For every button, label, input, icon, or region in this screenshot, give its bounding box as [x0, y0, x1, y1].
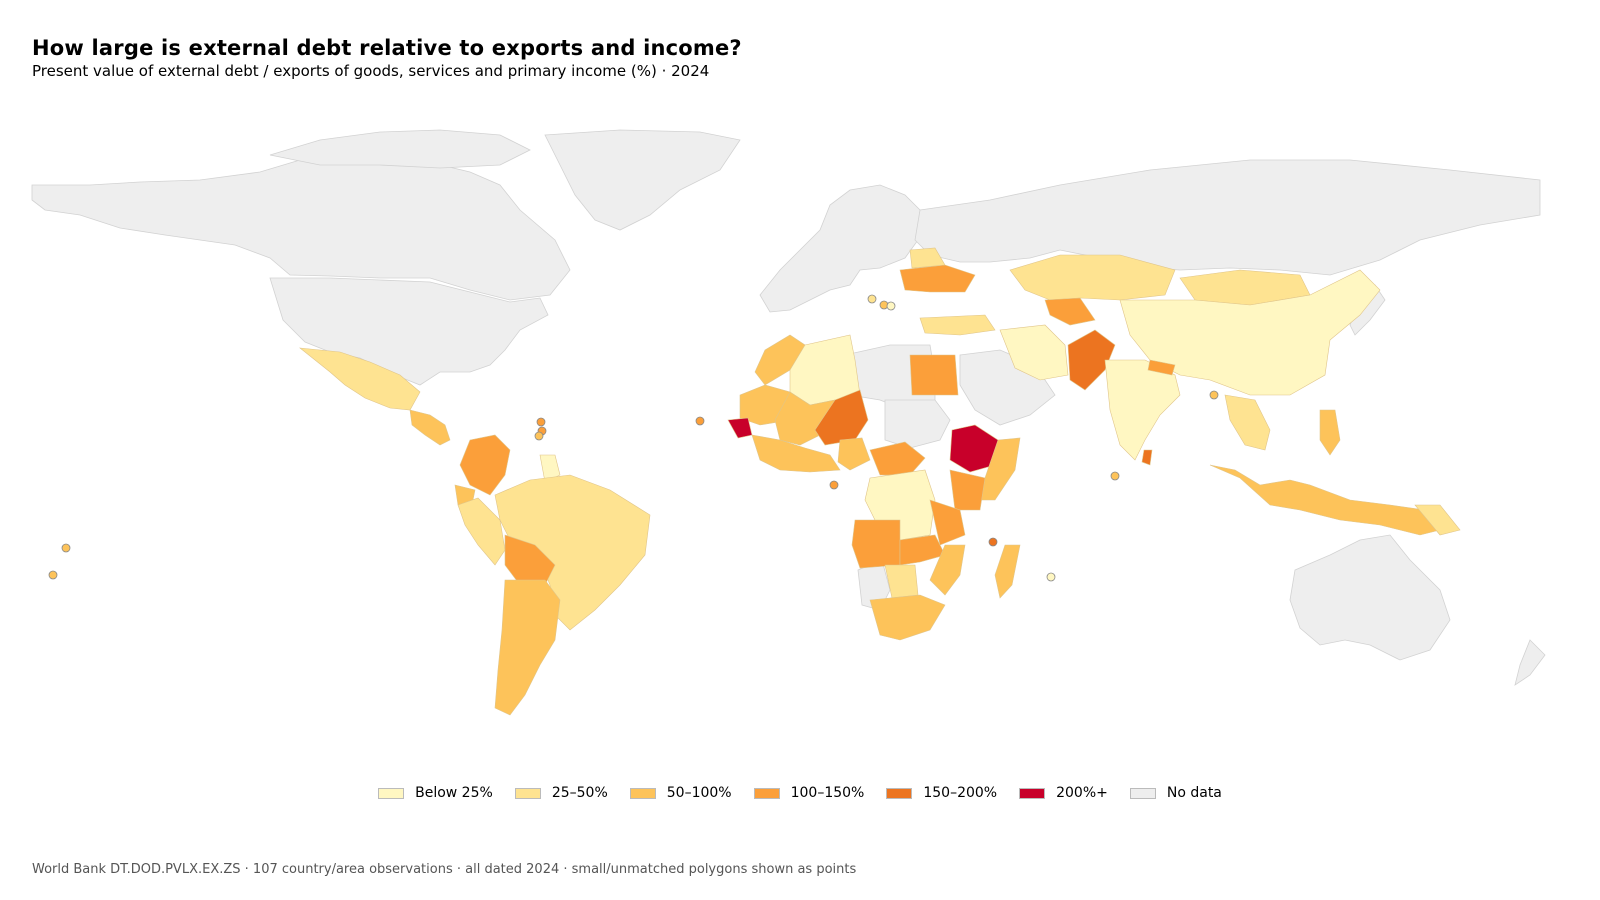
country-central-african: [869, 441, 926, 476]
country-madagascar: [994, 544, 1021, 599]
legend-label: 150–200%: [923, 785, 998, 801]
point-cabo-verde: [695, 416, 705, 426]
country-papua-new-guinea: [1414, 504, 1461, 536]
map-subtitle: Present value of external debt / exports…: [32, 62, 710, 80]
country-iran: [999, 324, 1069, 381]
country-guyana: [539, 454, 561, 483]
region-europe: [759, 184, 921, 313]
legend-swatch: [629, 787, 656, 799]
legend-item: 50–100%: [629, 785, 732, 801]
country-india: [1104, 359, 1181, 461]
point-caribbean-3: [534, 431, 544, 441]
country-tanzania: [929, 499, 966, 546]
legend-swatch: [886, 787, 913, 799]
region-central-america: [409, 409, 451, 446]
legend-item: 25–50%: [514, 785, 608, 801]
map-title: How large is external debt relative to e…: [32, 36, 742, 60]
region-arctic-islands: [269, 129, 531, 169]
legend-swatch: [514, 787, 541, 799]
country-argentina: [494, 579, 561, 716]
country-turkey: [919, 314, 996, 336]
legend-item: No data: [1129, 785, 1222, 801]
country-angola: [851, 519, 901, 569]
country-nepal: [1147, 359, 1176, 376]
region-north-america-north: [31, 149, 571, 301]
legend-label: 100–150%: [790, 785, 865, 801]
region-russia: [914, 159, 1541, 276]
legend-swatch: [1019, 787, 1046, 799]
legend-item: 100–150%: [753, 785, 865, 801]
point-maldives: [1110, 471, 1120, 481]
country-botswana: [884, 564, 919, 599]
land-with-data: [299, 247, 1461, 716]
country-ukraine: [899, 264, 976, 293]
point-mauritius: [1046, 572, 1056, 582]
point-balkans-1: [867, 294, 877, 304]
region-australia: [1289, 534, 1451, 661]
legend-label: 200%+: [1056, 785, 1108, 801]
region-central-asia: [1044, 297, 1096, 326]
region-sudan: [884, 399, 951, 449]
point-comoros: [988, 537, 998, 547]
country-kenya: [949, 469, 986, 511]
point-tonga: [48, 570, 58, 580]
source-footnote: World Bank DT.DOD.PVLX.EX.ZS · 107 count…: [32, 862, 857, 877]
legend-item: 200%+: [1019, 785, 1108, 801]
country-zambia: [899, 534, 946, 566]
country-peru: [457, 497, 506, 566]
region-greenland: [544, 129, 741, 231]
country-nigeria: [837, 437, 871, 471]
small-polygon-points: [48, 294, 1219, 582]
point-bhutan-area: [1209, 390, 1219, 400]
country-indonesia: [1209, 464, 1441, 536]
country-colombia: [459, 434, 511, 496]
country-south-africa: [869, 594, 946, 641]
legend-label: 50–100%: [666, 785, 732, 801]
legend-swatch: [378, 787, 405, 799]
land-no-data: [31, 129, 1546, 686]
point-balkans-3: [886, 301, 896, 311]
country-philippines: [1319, 409, 1341, 456]
country-mozambique: [929, 544, 966, 596]
country-kazakhstan: [1009, 254, 1176, 301]
country-mexico: [299, 347, 421, 411]
legend-item: 150–200%: [886, 785, 997, 801]
country-sri-lanka: [1141, 449, 1153, 466]
legend: Below 25% 25–50% 50–100% 100–150% 150–200% 20…: [0, 785, 1600, 801]
legend-label: No data: [1166, 785, 1222, 801]
legend-swatch: [753, 787, 780, 799]
point-samoa: [61, 543, 71, 553]
legend-label: Below 25%: [415, 785, 493, 801]
legend-label: 25–50%: [551, 785, 608, 801]
region-mainland-se-asia: [1224, 394, 1271, 451]
country-senegal: [727, 417, 753, 439]
country-belarus: [909, 247, 946, 269]
legend-item: Below 25%: [378, 785, 493, 801]
region-gulf-guinea: [751, 434, 841, 473]
legend-swatch: [1129, 787, 1156, 799]
region-new-zealand: [1514, 639, 1546, 686]
country-pakistan: [1067, 329, 1116, 391]
point-sao-tome: [829, 480, 839, 490]
country-egypt: [909, 354, 959, 396]
point-caribbean-1: [536, 417, 546, 427]
